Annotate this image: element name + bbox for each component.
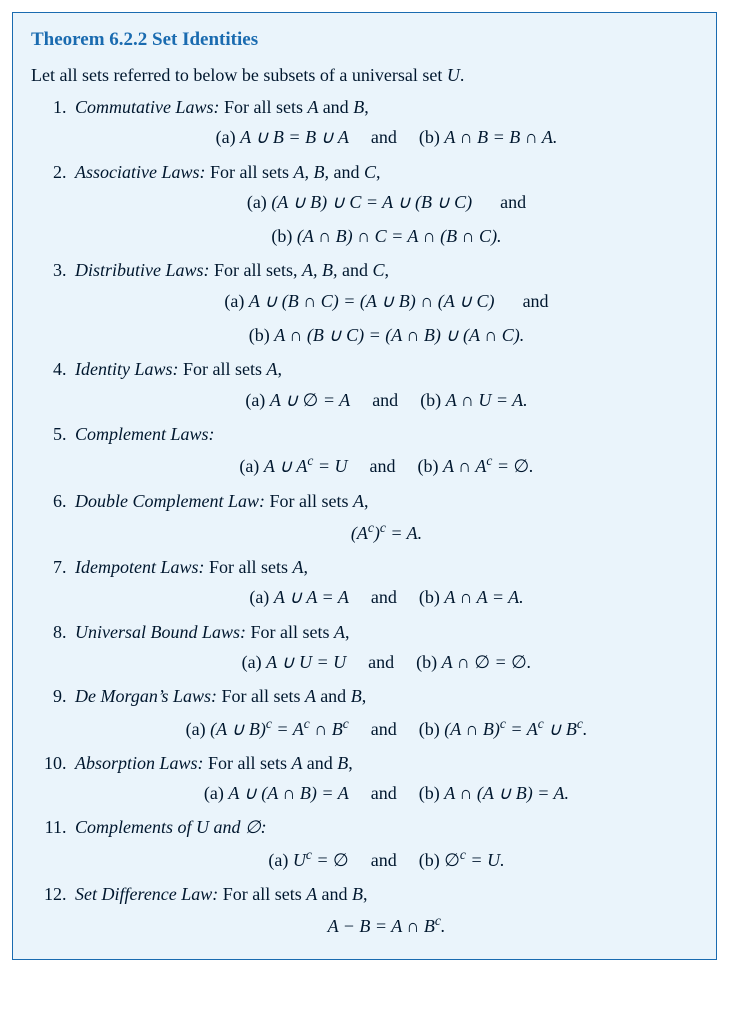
law-heading: Identity Laws: For all sets A,	[75, 357, 698, 381]
laws-list: Commutative Laws: For all sets A and B, (…	[31, 95, 698, 939]
law-heading: Commutative Laws: For all sets A and B,	[75, 95, 698, 119]
equation-line: (b) A ∩ (B ∪ C) = (A ∩ B) ∪ (A ∩ C).	[75, 323, 698, 347]
law-desc-vars: A	[306, 884, 321, 904]
law-heading: Absorption Laws: For all sets A and B,	[75, 751, 698, 775]
law-item: Identity Laws: For all sets A, (a) A ∪ ∅ …	[71, 357, 698, 412]
law-heading: Complement Laws:	[75, 422, 698, 446]
law-item: Set Difference Law: For all sets A and B…	[71, 882, 698, 939]
intro-var: U	[447, 65, 460, 85]
law-desc-suffix: ,	[348, 753, 353, 773]
law-desc-vars: A	[305, 686, 320, 706]
law-desc-prefix: For all sets	[246, 622, 334, 642]
intro-prefix: Let all sets referred to below be subset…	[31, 65, 447, 85]
equation-line: (Ac)c = A.	[75, 519, 698, 545]
law-desc-prefix: For all sets	[218, 884, 306, 904]
law-item: Associative Laws: For all sets A, B, and…	[71, 160, 698, 249]
law-desc-suffix: ,	[376, 162, 381, 182]
equation-line: (a) A ∪ A = Aand(b) A ∩ A = A.	[75, 585, 698, 609]
theorem-title: Theorem 6.2.2 Set Identities	[31, 27, 698, 53]
theorem-box: Theorem 6.2.2 Set Identities Let all set…	[12, 12, 717, 960]
law-name: Double Complement Law:	[75, 491, 265, 511]
equation-line: (a) A ∪ (B ∩ C) = (A ∪ B) ∩ (A ∪ C)and	[75, 289, 698, 313]
intro-suffix: .	[460, 65, 465, 85]
law-desc-suffix: ,	[278, 359, 283, 379]
law-heading: Idempotent Laws: For all sets A,	[75, 555, 698, 579]
law-heading: Universal Bound Laws: For all sets A,	[75, 620, 698, 644]
law-heading: De Morgan’s Laws: For all sets A and B,	[75, 684, 698, 708]
law-desc-prefix: For all sets	[179, 359, 267, 379]
law-name: De Morgan’s Laws:	[75, 686, 217, 706]
equation-line: (a) A ∪ ∅ = Aand(b) A ∩ U = A.	[75, 388, 698, 412]
law-item: Distributive Laws: For all sets, A, B, a…	[71, 258, 698, 347]
law-name: Associative Laws:	[75, 162, 206, 182]
law-desc-prefix: For all sets	[204, 753, 292, 773]
law-desc-prefix: For all sets	[265, 491, 353, 511]
equation-line: (a) A ∪ U = Uand(b) A ∩ ∅ = ∅.	[75, 650, 698, 674]
law-name: Absorption Laws:	[75, 753, 204, 773]
law-item: Absorption Laws: For all sets A and B, (a…	[71, 751, 698, 806]
equation-line: (a) A ∪ (A ∩ B) = Aand(b) A ∩ (A ∪ B) = …	[75, 781, 698, 805]
law-desc-suffix: ,	[345, 622, 350, 642]
law-heading: Associative Laws: For all sets A, B, and…	[75, 160, 698, 184]
law-item: Idempotent Laws: For all sets A, (a) A ∪ …	[71, 555, 698, 610]
law-desc-vars: A	[267, 359, 278, 379]
equation-line: (a) A ∪ B = B ∪ Aand(b) A ∩ B = B ∩ A.	[75, 125, 698, 149]
law-item: Double Complement Law: For all sets A, (A…	[71, 489, 698, 546]
law-heading: Distributive Laws: For all sets, A, B, a…	[75, 258, 698, 282]
law-desc-suffix: ,	[364, 491, 369, 511]
law-item: Complement Laws: (a) A ∪ Ac = Uand(b) A ∩…	[71, 422, 698, 479]
law-desc-prefix: For all sets	[205, 557, 293, 577]
law-desc-suffix: ,	[304, 557, 309, 577]
law-desc-prefix: For all sets	[220, 97, 308, 117]
law-desc-suffix: ,	[364, 97, 369, 117]
law-desc-suffix: ,	[362, 686, 367, 706]
law-heading: Set Difference Law: For all sets A and B…	[75, 882, 698, 906]
law-desc-suffix: ,	[363, 884, 368, 904]
law-heading: Complements of U and ∅:	[75, 815, 698, 839]
law-desc-vars: A	[353, 491, 364, 511]
law-name: Idempotent Laws:	[75, 557, 205, 577]
equation-line: (a) (A ∪ B)c = Ac ∩ Bcand(b) (A ∩ B)c = …	[75, 715, 698, 741]
law-name: Identity Laws:	[75, 359, 179, 379]
law-desc-prefix: For all sets,	[210, 260, 303, 280]
law-name: Distributive Laws:	[75, 260, 210, 280]
law-name: Complements of U and ∅:	[75, 817, 267, 837]
law-desc-vars: A	[334, 622, 345, 642]
law-desc-vars: A, B,	[302, 260, 342, 280]
law-item: Complements of U and ∅: (a) Uc = ∅and(b) …	[71, 815, 698, 872]
law-name: Universal Bound Laws:	[75, 622, 246, 642]
law-desc-vars: A	[308, 97, 323, 117]
equation-line: (b) (A ∩ B) ∩ C = A ∩ (B ∩ C).	[75, 224, 698, 248]
law-desc-vars: A, B,	[294, 162, 334, 182]
law-name: Commutative Laws:	[75, 97, 220, 117]
law-item: Commutative Laws: For all sets A and B, (…	[71, 95, 698, 150]
law-desc-suffix: ,	[385, 260, 390, 280]
equation-line: (a) (A ∪ B) ∪ C = A ∪ (B ∪ C)and	[75, 190, 698, 214]
law-name: Set Difference Law:	[75, 884, 218, 904]
law-name: Complement Laws:	[75, 424, 215, 444]
theorem-intro: Let all sets referred to below be subset…	[31, 63, 698, 87]
law-desc-prefix: For all sets	[206, 162, 294, 182]
equation-line: A − B = A ∩ Bc.	[75, 912, 698, 938]
law-heading: Double Complement Law: For all sets A,	[75, 489, 698, 513]
law-desc-prefix: For all sets	[217, 686, 305, 706]
equation-line: (a) A ∪ Ac = Uand(b) A ∩ Ac = ∅.	[75, 452, 698, 478]
law-item: Universal Bound Laws: For all sets A, (a)…	[71, 620, 698, 675]
law-desc-vars: A	[293, 557, 304, 577]
equation-line: (a) Uc = ∅and(b) ∅c = U.	[75, 846, 698, 872]
law-desc-vars: A	[292, 753, 307, 773]
law-item: De Morgan’s Laws: For all sets A and B, (…	[71, 684, 698, 741]
